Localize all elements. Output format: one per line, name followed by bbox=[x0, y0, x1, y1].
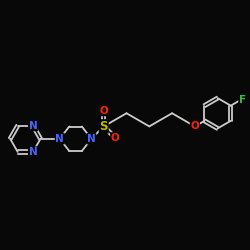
Text: F: F bbox=[239, 96, 246, 106]
Text: N: N bbox=[28, 147, 37, 157]
Text: O: O bbox=[190, 122, 199, 132]
Text: N: N bbox=[87, 134, 96, 144]
Text: O: O bbox=[99, 106, 108, 116]
Text: N: N bbox=[28, 121, 37, 131]
Text: S: S bbox=[100, 120, 108, 133]
Text: O: O bbox=[111, 133, 120, 143]
Text: N: N bbox=[56, 134, 64, 144]
